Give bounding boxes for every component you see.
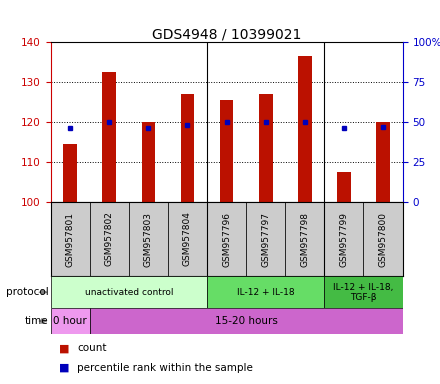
Bar	[51, 276, 207, 308]
Text: unactivated control: unactivated control	[84, 288, 173, 297]
Text: time: time	[25, 316, 48, 326]
Bar	[324, 276, 403, 308]
Bar	[103, 72, 116, 202]
Bar	[285, 202, 324, 276]
Text: protocol: protocol	[6, 287, 48, 297]
Text: 15-20 hours: 15-20 hours	[215, 316, 278, 326]
Text: GSM957804: GSM957804	[183, 212, 192, 266]
Bar	[376, 122, 390, 202]
Bar	[207, 276, 324, 308]
Text: IL-12 + IL-18: IL-12 + IL-18	[237, 288, 294, 297]
Bar	[207, 202, 246, 276]
Bar	[298, 56, 312, 202]
Text: 0 hour: 0 hour	[53, 316, 87, 326]
Title: GDS4948 / 10399021: GDS4948 / 10399021	[152, 27, 301, 41]
Text: GSM957800: GSM957800	[378, 212, 388, 266]
Bar	[51, 202, 90, 276]
Text: IL-12 + IL-18,
TGF-β: IL-12 + IL-18, TGF-β	[334, 283, 394, 302]
Text: GSM957796: GSM957796	[222, 212, 231, 266]
Text: GSM957802: GSM957802	[105, 212, 114, 266]
Bar	[363, 202, 403, 276]
Text: GSM957799: GSM957799	[339, 212, 348, 266]
Bar	[324, 202, 363, 276]
Bar	[129, 202, 168, 276]
Bar	[168, 202, 207, 276]
Bar	[142, 122, 155, 202]
Bar	[181, 94, 194, 202]
Text: GSM957798: GSM957798	[301, 212, 309, 266]
Text: GSM957801: GSM957801	[66, 212, 75, 266]
Bar	[246, 202, 285, 276]
Bar	[337, 172, 351, 202]
Bar	[259, 94, 272, 202]
Bar	[90, 202, 129, 276]
Text: count: count	[77, 343, 106, 354]
Text: GSM957797: GSM957797	[261, 212, 270, 266]
Text: ■: ■	[59, 362, 70, 373]
Bar	[220, 100, 234, 202]
Text: ■: ■	[59, 343, 70, 354]
Text: percentile rank within the sample: percentile rank within the sample	[77, 362, 253, 373]
Bar	[51, 308, 90, 334]
Text: GSM957803: GSM957803	[144, 212, 153, 266]
Bar	[63, 144, 77, 202]
Bar	[90, 308, 403, 334]
